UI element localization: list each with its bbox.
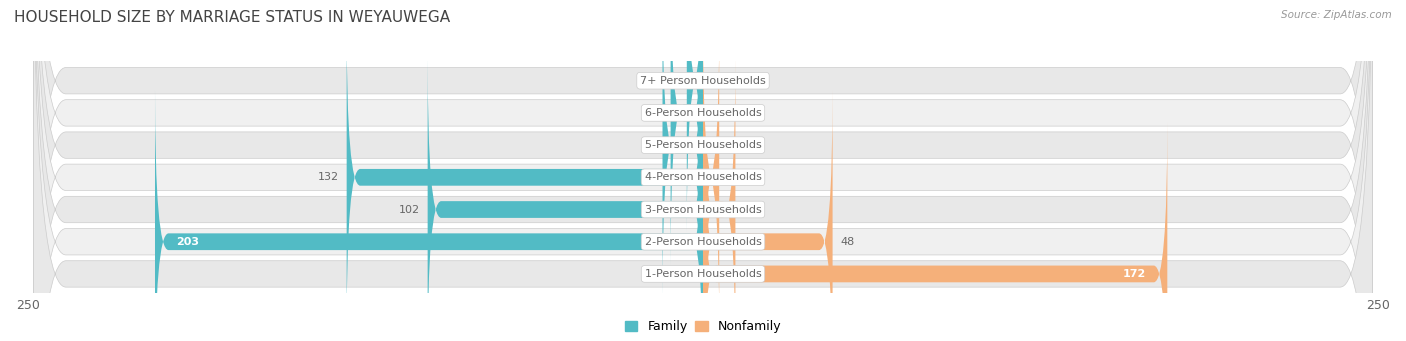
FancyBboxPatch shape	[34, 0, 1372, 341]
FancyBboxPatch shape	[34, 0, 1372, 341]
FancyBboxPatch shape	[34, 0, 1372, 341]
Text: 0: 0	[711, 108, 718, 118]
Text: HOUSEHOLD SIZE BY MARRIAGE STATUS IN WEYAUWEGA: HOUSEHOLD SIZE BY MARRIAGE STATUS IN WEY…	[14, 10, 450, 25]
Text: 6-Person Households: 6-Person Households	[644, 108, 762, 118]
Text: 2-Person Households: 2-Person Households	[644, 237, 762, 247]
Text: 15: 15	[640, 140, 654, 150]
Text: 6: 6	[672, 76, 679, 86]
FancyBboxPatch shape	[703, 89, 832, 341]
FancyBboxPatch shape	[34, 0, 1372, 341]
Text: 5-Person Households: 5-Person Households	[644, 140, 762, 150]
FancyBboxPatch shape	[34, 0, 1372, 341]
FancyBboxPatch shape	[671, 0, 703, 266]
Text: 0: 0	[711, 76, 718, 86]
Text: 1-Person Households: 1-Person Households	[644, 269, 762, 279]
Text: 203: 203	[177, 237, 200, 247]
FancyBboxPatch shape	[703, 25, 720, 330]
FancyBboxPatch shape	[686, 0, 703, 233]
Text: 3-Person Households: 3-Person Households	[644, 205, 762, 214]
Text: 12: 12	[744, 205, 758, 214]
FancyBboxPatch shape	[427, 57, 703, 341]
Text: 12: 12	[648, 108, 662, 118]
FancyBboxPatch shape	[34, 0, 1372, 341]
FancyBboxPatch shape	[155, 89, 703, 341]
Text: 0: 0	[711, 140, 718, 150]
FancyBboxPatch shape	[703, 121, 1167, 341]
Text: Source: ZipAtlas.com: Source: ZipAtlas.com	[1281, 10, 1392, 20]
FancyBboxPatch shape	[34, 0, 1372, 341]
Text: 132: 132	[318, 172, 339, 182]
Text: 7+ Person Households: 7+ Person Households	[640, 76, 766, 86]
Text: 4-Person Households: 4-Person Households	[644, 172, 762, 182]
Text: 172: 172	[1122, 269, 1146, 279]
FancyBboxPatch shape	[662, 0, 703, 298]
Text: 48: 48	[841, 237, 855, 247]
Legend: Family, Nonfamily: Family, Nonfamily	[620, 315, 786, 338]
FancyBboxPatch shape	[703, 57, 735, 341]
Text: 102: 102	[398, 205, 419, 214]
FancyBboxPatch shape	[347, 25, 703, 330]
Text: 6: 6	[727, 172, 734, 182]
